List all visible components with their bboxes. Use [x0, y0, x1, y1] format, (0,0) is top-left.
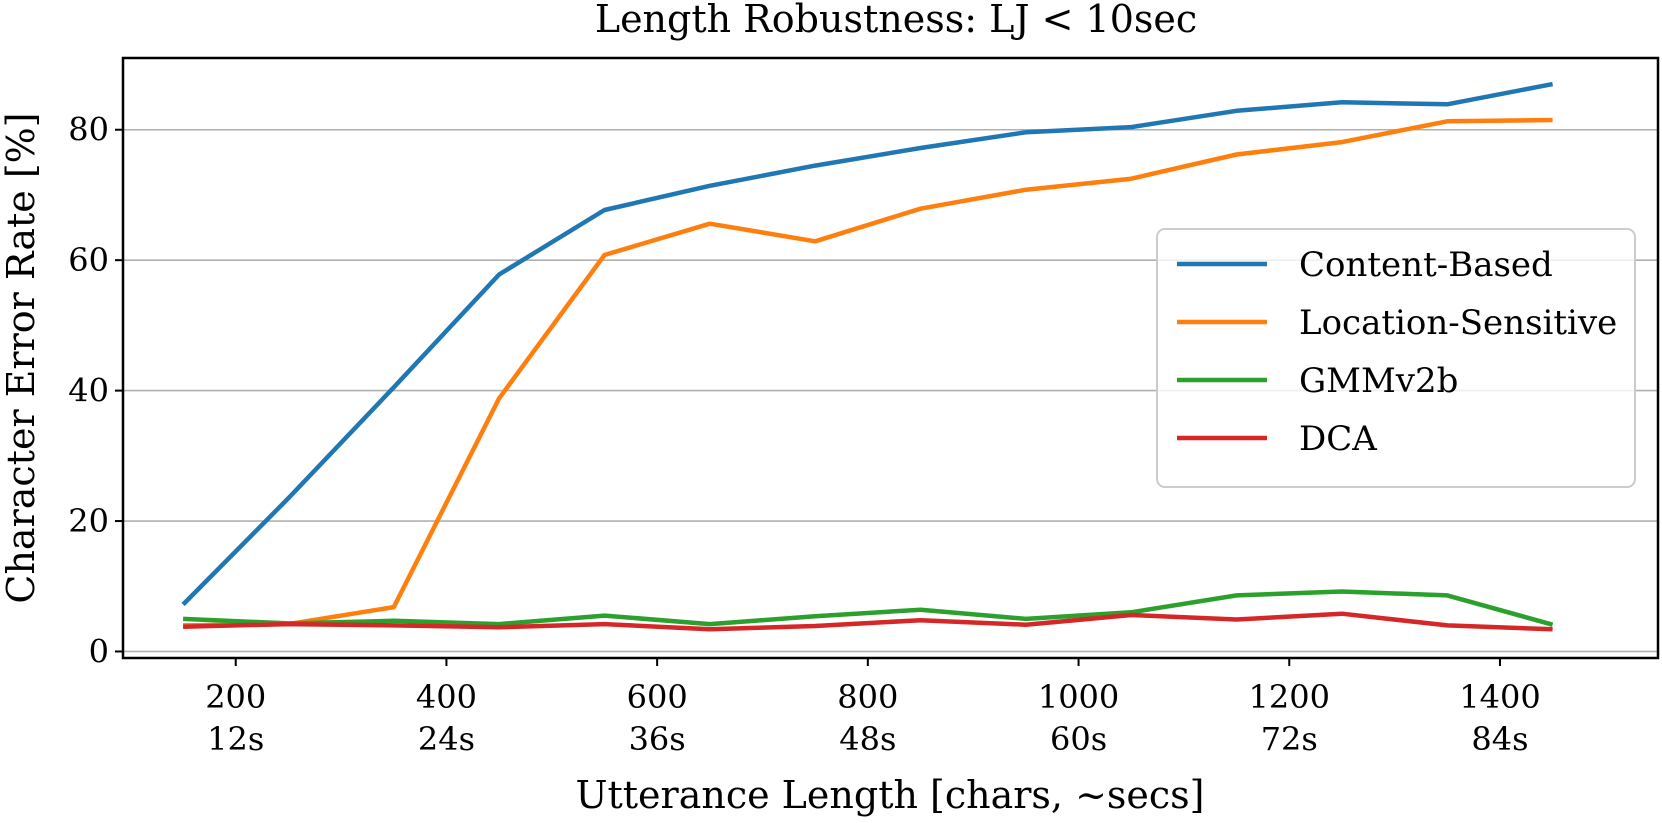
- x-tick-sublabel: 72s: [1261, 720, 1318, 758]
- series-lines: [181, 81, 1554, 632]
- x-tick-label: 200: [205, 678, 266, 716]
- legend-label-content-based: Content-Based: [1299, 245, 1553, 285]
- series-line-dca: [183, 611, 1553, 632]
- axis-ticks: 0 20 40 60 80 200 12s 400 24s 600 36s 800 48s 1000 60s…: [68, 111, 1540, 758]
- y-tick-label: 60: [68, 241, 109, 279]
- x-tick-sublabel: 84s: [1471, 720, 1528, 758]
- legend-label-location-sensitive: Location-Sensitive: [1299, 303, 1617, 343]
- legend-label-gmmv2b: GMMv2b: [1299, 361, 1458, 401]
- x-tick-label: 800: [837, 678, 898, 716]
- chart-title: Length Robustness: LJ < 10sec: [595, 0, 1197, 41]
- x-tick-label: 1200: [1249, 678, 1330, 716]
- y-tick-label: 80: [68, 111, 109, 149]
- y-tick-label: 20: [68, 502, 109, 540]
- x-tick-sublabel: 60s: [1050, 720, 1107, 758]
- x-tick-label: 1400: [1459, 678, 1540, 716]
- legend-box: [1156, 228, 1636, 488]
- x-tick-sublabel: 12s: [207, 720, 264, 758]
- legend: Content-Based Location-Sensitive GMMv2b DCA: [1156, 228, 1636, 488]
- series-line-content-based: [181, 81, 1554, 607]
- x-tick-sublabel: 36s: [629, 720, 686, 758]
- x-tick-sublabel: 24s: [418, 720, 475, 758]
- x-axis-label: Utterance Length [chars, ~secs]: [575, 773, 1204, 817]
- series-line-location-sensitive: [183, 117, 1553, 628]
- y-tick-label: 40: [68, 372, 109, 410]
- x-tick-label: 400: [416, 678, 477, 716]
- x-tick-label: 600: [627, 678, 688, 716]
- legend-label-dca: DCA: [1299, 419, 1377, 459]
- x-tick-label: 1000: [1038, 678, 1119, 716]
- series-line-gmmv2b: [183, 589, 1554, 627]
- x-tick-sublabel: 48s: [839, 720, 896, 758]
- y-axis-label: Character Error Rate [%]: [0, 112, 43, 603]
- y-tick-label: 0: [89, 632, 109, 670]
- plot-frame: [121, 56, 1660, 660]
